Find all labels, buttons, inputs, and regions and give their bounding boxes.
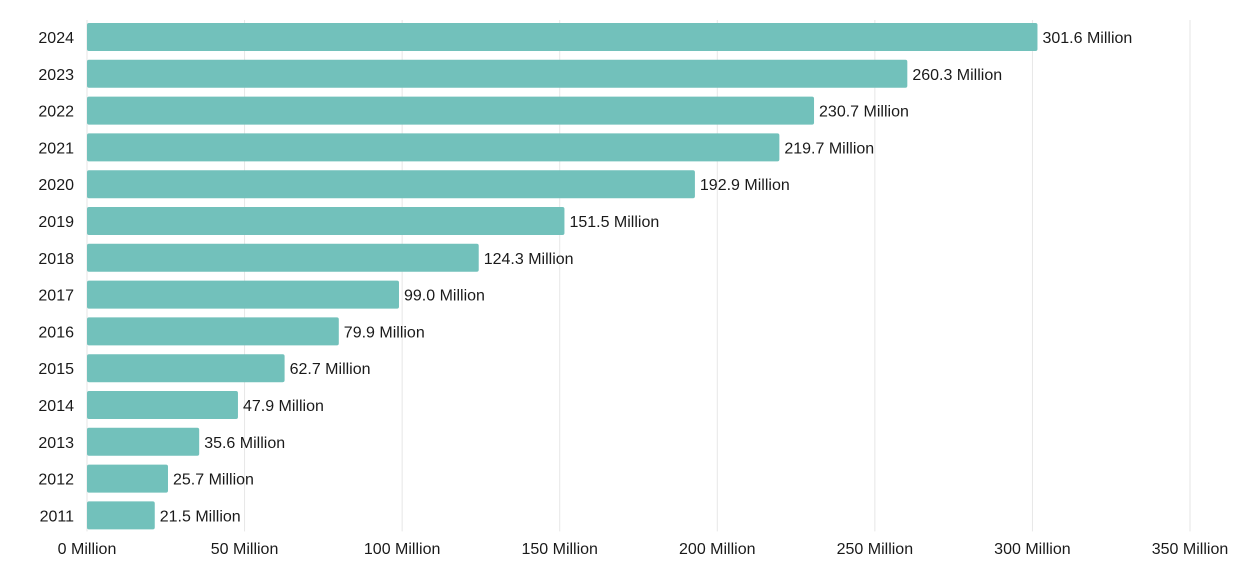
bar (87, 427, 200, 456)
x-tick-label: 150 Million (521, 541, 597, 558)
bar-value-label: 260.3 Million (912, 67, 1002, 84)
bar-value-label: 151.5 Million (569, 214, 659, 231)
bar-value-label: 62.7 Million (290, 361, 371, 378)
bar (87, 280, 399, 309)
x-tick-label: 200 Million (679, 541, 755, 558)
x-axis-labels: 0 Million 50 Million 100 Million 150 Millio… (58, 541, 1229, 558)
bar-value-label: 301.6 Million (1042, 30, 1132, 47)
bar (87, 501, 155, 530)
y-category-label: 2020 (38, 177, 74, 194)
bar (87, 59, 908, 88)
bar (87, 170, 695, 199)
x-tick-label: 350 Million (1152, 541, 1228, 558)
bar (87, 96, 815, 125)
y-category-label: 2023 (38, 67, 74, 84)
bar (87, 207, 565, 235)
bar-value-label: 21.5 Million (160, 508, 241, 525)
bar-value-label: 35.6 Million (204, 435, 285, 452)
bar (87, 23, 1038, 51)
y-category-label: 2018 (38, 251, 74, 268)
x-tick-label: 0 Million (58, 541, 117, 558)
bar (87, 391, 238, 419)
bar-value-label: 124.3 Million (484, 251, 574, 268)
bar (87, 133, 780, 162)
x-tick-label: 250 Million (837, 541, 913, 558)
data-labels: 301.6 Million 260.3 Million 230.7 Million 2… (160, 30, 1133, 525)
x-tick-label: 100 Million (364, 541, 440, 558)
bar-value-label: 230.7 Million (819, 104, 909, 121)
y-category-label: 2013 (38, 435, 74, 452)
bar (87, 317, 339, 346)
bar (87, 243, 479, 272)
bar-value-label: 47.9 Million (243, 398, 324, 415)
y-category-label: 2017 (38, 288, 74, 305)
y-category-label: 2021 (38, 140, 74, 157)
x-tick-label: 50 Million (211, 541, 279, 558)
y-category-label: 2015 (38, 361, 74, 378)
y-axis-labels: 2024 2023 2022 2021 2020 2019 2018 2017 2016 2015… (38, 30, 74, 525)
bar (87, 464, 168, 493)
y-category-label: 2011 (40, 508, 75, 525)
y-category-label: 2019 (38, 214, 74, 231)
bar-value-label: 99.0 Million (404, 288, 485, 305)
y-category-label: 2022 (38, 104, 74, 121)
bar-value-label: 192.9 Million (700, 177, 790, 194)
y-category-label: 2016 (38, 324, 74, 341)
x-tick-label: 300 Million (994, 541, 1070, 558)
bar-value-label: 79.9 Million (344, 324, 425, 341)
bar (87, 354, 285, 383)
y-category-label: 2012 (38, 472, 74, 489)
bar-value-label: 219.7 Million (784, 140, 874, 157)
bars (87, 23, 1038, 530)
y-category-label: 2024 (38, 30, 74, 47)
bar-value-label: 25.7 Million (173, 472, 254, 489)
y-category-label: 2014 (38, 398, 74, 415)
